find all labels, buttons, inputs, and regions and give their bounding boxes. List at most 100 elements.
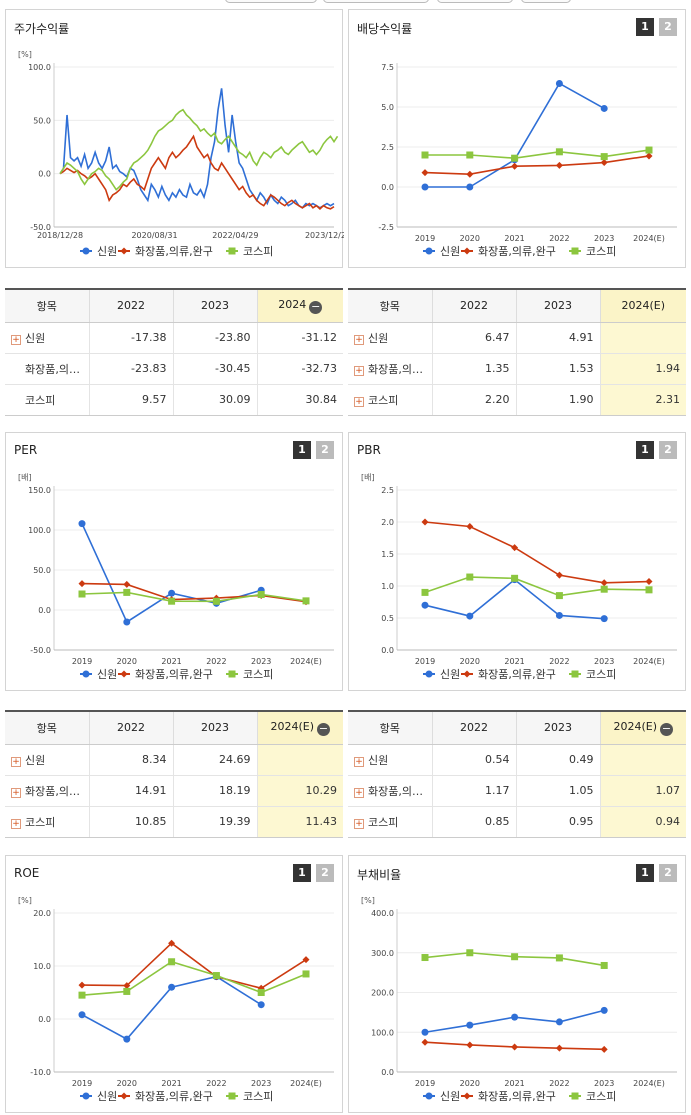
row-label[interactable]: + 신원 bbox=[348, 744, 432, 776]
x-tick-label: 2019 bbox=[415, 234, 435, 243]
dividend-chart: 7.5 5.0 2.5 0.0 -2.5 2019 2020 2021 2022 2023 2024… bbox=[378, 63, 677, 258]
legend-item[interactable]: 신원 bbox=[80, 1090, 117, 1103]
legend-label: 코스피 bbox=[586, 1090, 616, 1103]
top-tab-4[interactable] bbox=[521, 0, 571, 3]
data-point bbox=[511, 1013, 519, 1021]
legend-item[interactable]: 신원 bbox=[423, 1090, 460, 1103]
row-label[interactable]: + 화장품,의… bbox=[348, 775, 432, 807]
collapse-icon[interactable]: − bbox=[660, 721, 674, 736]
x-tick-label: 2023 bbox=[594, 1079, 614, 1088]
y-tick-label: 0.5 bbox=[381, 614, 394, 623]
row-label[interactable]: + 코스피 bbox=[11, 815, 56, 829]
expand-icon[interactable]: + bbox=[354, 818, 364, 829]
legend-marker bbox=[228, 1092, 236, 1100]
top-tab-3[interactable] bbox=[437, 0, 513, 3]
tab-2[interactable]: 2 bbox=[659, 864, 677, 882]
data-point bbox=[511, 953, 519, 961]
table-cell: 19.39 bbox=[172, 806, 257, 837]
row-label[interactable]: + 신원 bbox=[5, 322, 89, 354]
legend-item[interactable]: 화장품,의류,완구 bbox=[461, 668, 556, 681]
legend-marker bbox=[228, 247, 236, 255]
x-tick-label: 2021 bbox=[504, 234, 524, 243]
collapse-icon[interactable]: − bbox=[309, 299, 323, 314]
tab-2[interactable]: 2 bbox=[659, 18, 677, 36]
panel-title: 배당수익률 bbox=[357, 22, 413, 36]
legend-item[interactable]: 신원 bbox=[80, 245, 117, 258]
data-point bbox=[600, 153, 608, 161]
row-label[interactable]: + 코스피 bbox=[354, 815, 399, 829]
legend-marker bbox=[571, 247, 579, 255]
table-row: + 화장품,의… 14.91 18.19 10.29 bbox=[5, 775, 343, 807]
x-tick-label: 2022 bbox=[549, 657, 569, 666]
tab-2[interactable]: 2 bbox=[316, 864, 334, 882]
legend-item[interactable]: 신원 bbox=[423, 668, 460, 681]
tab-1[interactable]: 1 bbox=[293, 441, 311, 459]
legend-item[interactable]: 코스피 bbox=[569, 1090, 616, 1103]
legend-item[interactable]: 코스피 bbox=[569, 245, 616, 258]
table-cell: -32.73 bbox=[256, 353, 343, 385]
top-tab-1[interactable] bbox=[225, 0, 317, 3]
legend-item[interactable]: 화장품,의류,완구 bbox=[118, 668, 213, 681]
table-cell: 8.34 bbox=[88, 744, 173, 776]
collapse-icon[interactable]: − bbox=[317, 721, 331, 736]
series-1 bbox=[421, 518, 653, 587]
expand-icon[interactable]: + bbox=[11, 818, 21, 829]
legend-item[interactable]: 코스피 bbox=[226, 245, 273, 258]
row-label[interactable]: + 화장품,의… bbox=[5, 775, 89, 807]
row-label[interactable]: + 코스피 bbox=[354, 393, 399, 407]
legend-item[interactable]: 화장품,의류,완구 bbox=[461, 1090, 556, 1103]
tab-1[interactable]: 1 bbox=[636, 864, 654, 882]
table-cell: -23.83 bbox=[88, 353, 173, 385]
tab-1[interactable]: 1 bbox=[293, 864, 311, 882]
expand-icon[interactable]: + bbox=[11, 787, 21, 798]
table-cell: 0.94 bbox=[599, 806, 686, 837]
data-point bbox=[555, 592, 563, 600]
unit-label: [%] bbox=[18, 896, 32, 905]
x-tick-label: 2019 bbox=[415, 1079, 435, 1088]
data-point bbox=[421, 151, 429, 159]
expand-icon[interactable]: + bbox=[11, 756, 21, 767]
expand-icon[interactable]: + bbox=[354, 365, 364, 376]
legend-item[interactable]: 화장품,의류,완구 bbox=[461, 245, 556, 258]
data-point bbox=[78, 590, 86, 598]
table-cell: 1.94 bbox=[599, 353, 686, 385]
x-tick-label: 2018/12/28 bbox=[37, 231, 83, 240]
table-cell: 0.95 bbox=[515, 806, 600, 837]
row-label[interactable]: + 신원 bbox=[5, 744, 89, 776]
expand-icon[interactable]: + bbox=[354, 396, 364, 407]
tab-2[interactable]: 2 bbox=[316, 441, 334, 459]
expand-icon[interactable]: + bbox=[354, 787, 364, 798]
data-point bbox=[555, 1044, 563, 1052]
data-point bbox=[645, 578, 653, 586]
legend-item[interactable]: 신원 bbox=[423, 245, 460, 258]
tab-1[interactable]: 1 bbox=[636, 441, 654, 459]
x-tick-label: 2021 bbox=[504, 657, 524, 666]
expand-icon[interactable]: + bbox=[354, 756, 364, 767]
x-tick-label: 2023 bbox=[251, 657, 271, 666]
expand-icon[interactable]: + bbox=[354, 334, 364, 345]
legend-marker bbox=[82, 670, 90, 678]
col-header-item: 항목 bbox=[348, 712, 432, 745]
legend-item[interactable]: 코스피 bbox=[226, 668, 273, 681]
expand-icon[interactable]: + bbox=[11, 334, 21, 345]
legend-marker bbox=[120, 247, 128, 255]
top-tab-2[interactable] bbox=[323, 0, 429, 3]
y-tick-label: -10.0 bbox=[30, 1068, 51, 1077]
dividend-yield-table: 항목 2022 2023 2024(E) + 신원 6.47 4.91 + 화장품,의… 1.35 1… bbox=[348, 288, 686, 416]
data-point bbox=[600, 1045, 608, 1053]
legend-item[interactable]: 화장품,의류,완구 bbox=[118, 245, 213, 258]
tab-1[interactable]: 1 bbox=[636, 18, 654, 36]
legend-item[interactable]: 화장품,의류,완구 bbox=[118, 1090, 213, 1103]
legend-item[interactable]: 신원 bbox=[80, 668, 117, 681]
tab-2[interactable]: 2 bbox=[659, 441, 677, 459]
legend-item[interactable]: 코스피 bbox=[226, 1090, 273, 1103]
legend-item[interactable]: 코스피 bbox=[569, 668, 616, 681]
unit-label: [배] bbox=[18, 473, 32, 482]
legend-label: 신원 bbox=[440, 668, 460, 681]
series-1 bbox=[421, 152, 653, 178]
row-label[interactable]: + 화장품,의… bbox=[348, 353, 432, 385]
row-label[interactable]: + 신원 bbox=[348, 322, 432, 354]
unit-label: [배] bbox=[361, 473, 375, 482]
legend-label: 코스피 bbox=[586, 245, 616, 258]
data-point bbox=[600, 579, 608, 587]
